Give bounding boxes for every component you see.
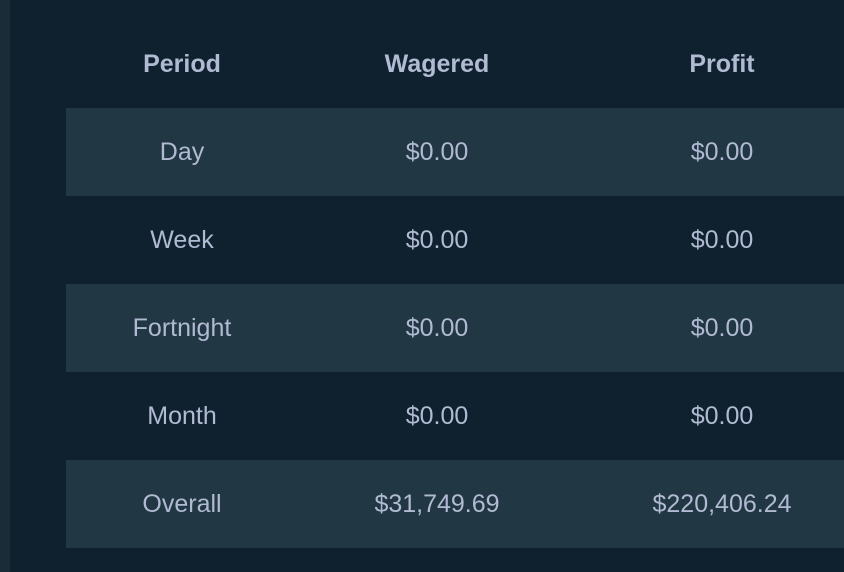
stats-table: Period Wagered Profit Day $0.00 $0.00 We… (66, 20, 844, 548)
period-cell: Overall (66, 460, 298, 548)
header-profit: Profit (689, 49, 755, 78)
wagered-cell: $0.00 (298, 108, 576, 196)
wagered-cell: $0.00 (405, 225, 469, 254)
table-row: Fortnight $0.00 $0.00 (66, 284, 844, 372)
profit-cell: $0.00 (690, 401, 754, 430)
period-cell: Week (150, 225, 214, 254)
wagered-cell: $0.00 (298, 284, 576, 372)
sidebar-edge (0, 0, 10, 572)
wagered-cell: $0.00 (405, 401, 469, 430)
table-row: Overall $31,749.69 $220,406.24 (66, 460, 844, 548)
header-period: Period (143, 49, 221, 78)
profit-cell: $220,406.24 (576, 460, 844, 548)
table-row: Day $0.00 $0.00 (66, 108, 844, 196)
table-row: Month $0.00 $0.00 (66, 372, 844, 460)
table-row: Week $0.00 $0.00 (66, 196, 844, 284)
table-header-row: Period Wagered Profit (66, 20, 844, 108)
profit-cell: $0.00 (576, 108, 844, 196)
profit-cell: $0.00 (576, 284, 844, 372)
period-cell: Day (66, 108, 298, 196)
period-cell: Month (147, 401, 217, 430)
wagered-cell: $31,749.69 (298, 460, 576, 548)
header-wagered: Wagered (384, 49, 490, 78)
profit-cell: $0.00 (690, 225, 754, 254)
period-cell: Fortnight (66, 284, 298, 372)
